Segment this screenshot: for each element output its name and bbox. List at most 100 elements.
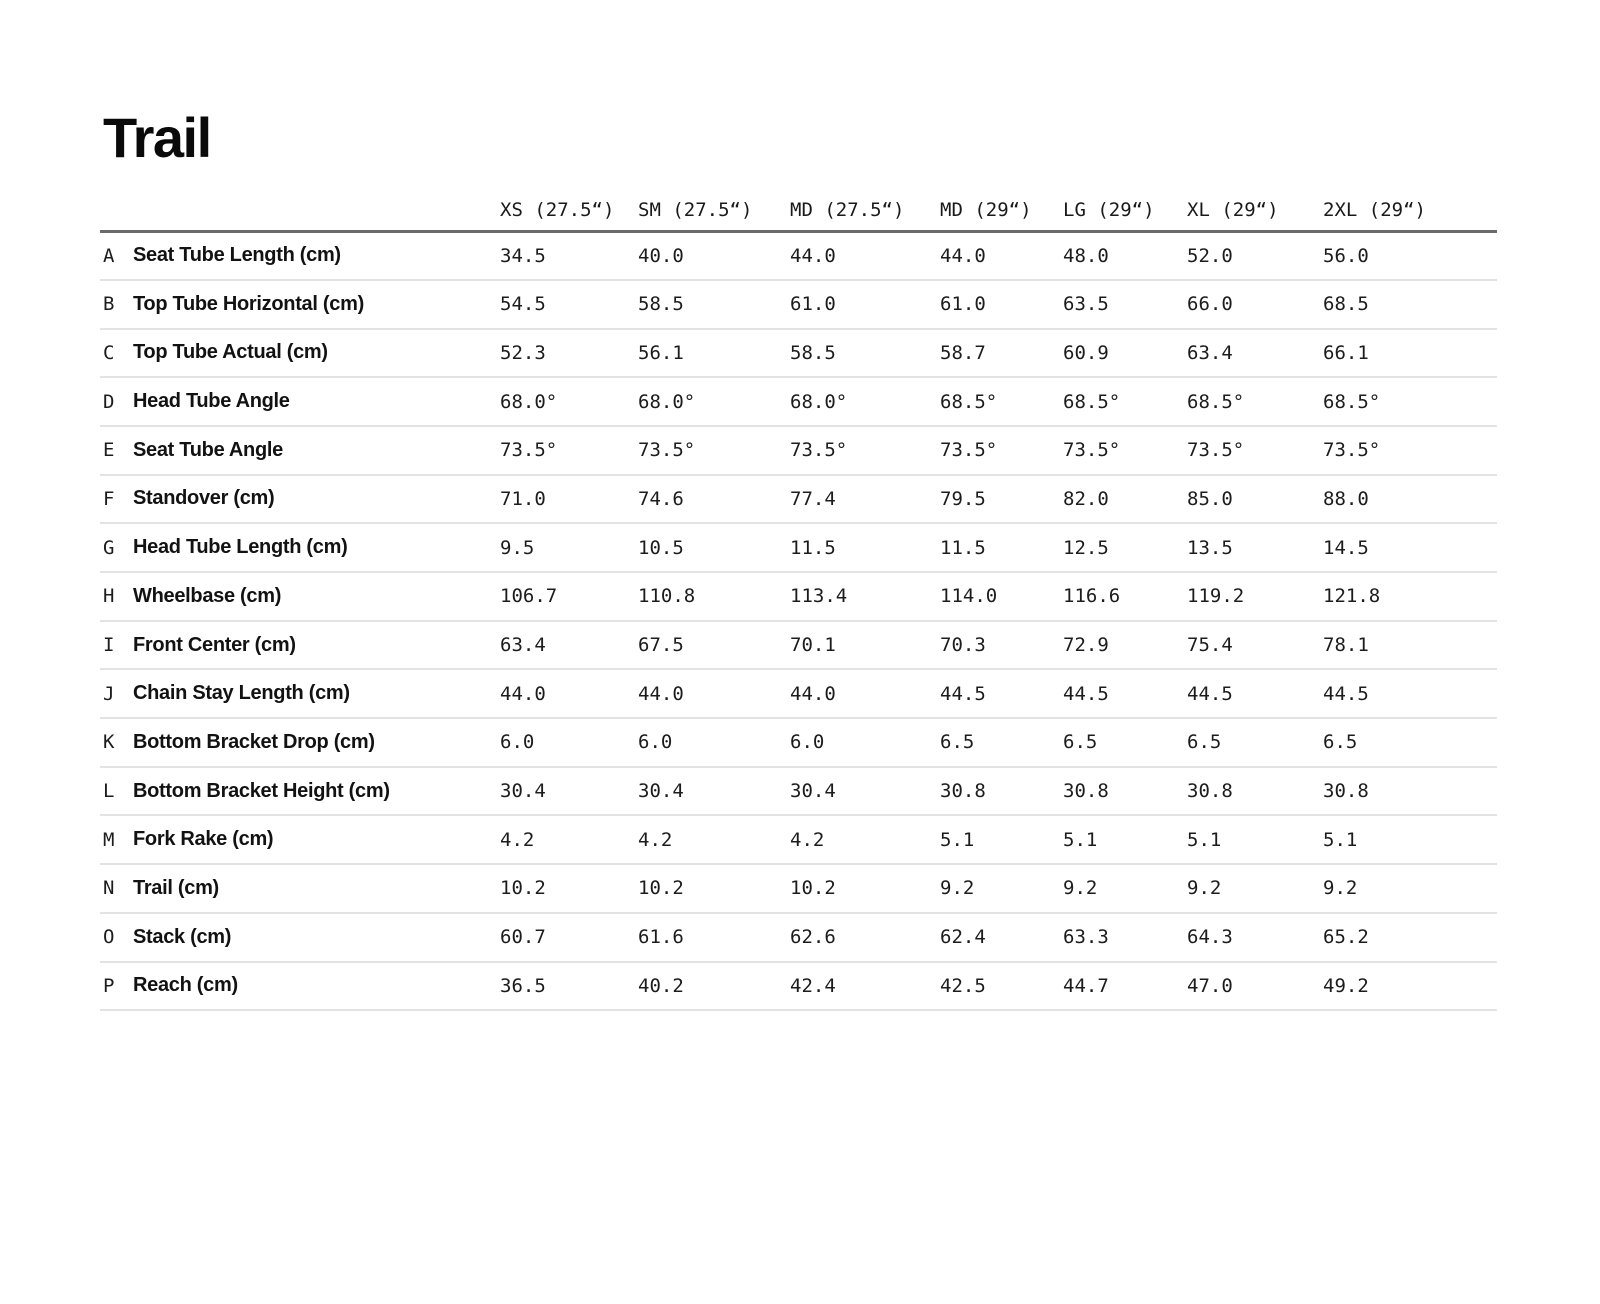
table-row: K Bottom Bracket Drop (cm) 6.0 6.0 6.0 6… bbox=[100, 718, 1497, 768]
geometry-value: 12.5 bbox=[1063, 523, 1187, 573]
geometry-value: 13.5 bbox=[1187, 523, 1323, 573]
geometry-value: 5.1 bbox=[1187, 815, 1323, 866]
geometry-value: 79.5 bbox=[940, 474, 1063, 525]
geometry-value: 70.1 bbox=[790, 620, 940, 671]
size-column-header: SM (27.5“) bbox=[638, 171, 790, 233]
row-letter: L bbox=[100, 766, 133, 817]
table-row: M Fork Rake (cm) 4.2 4.2 4.2 5.1 5.1 5.1… bbox=[100, 815, 1497, 866]
geometry-value: 30.8 bbox=[1063, 766, 1187, 817]
geometry-value: 77.4 bbox=[790, 474, 940, 525]
geometry-value: 56.0 bbox=[1323, 231, 1497, 281]
geometry-value: 114.0 bbox=[940, 572, 1063, 622]
row-label: Bottom Bracket Height (cm) bbox=[133, 766, 500, 817]
table-row: B Top Tube Horizontal (cm) 54.5 58.5 61.… bbox=[100, 279, 1497, 330]
table-row: C Top Tube Actual (cm) 52.3 56.1 58.5 58… bbox=[100, 328, 1497, 379]
geometry-value: 44.7 bbox=[1063, 961, 1187, 1012]
geometry-value: 58.5 bbox=[790, 328, 940, 379]
geometry-value: 44.0 bbox=[790, 231, 940, 281]
geometry-value: 54.5 bbox=[500, 279, 638, 330]
geometry-value: 60.9 bbox=[1063, 328, 1187, 379]
row-label: Head Tube Length (cm) bbox=[133, 523, 500, 573]
row-label: Standover (cm) bbox=[133, 474, 500, 525]
size-column-header: 2XL (29“) bbox=[1323, 171, 1497, 233]
table-row: F Standover (cm) 71.0 74.6 77.4 79.5 82.… bbox=[100, 474, 1497, 525]
geometry-value: 6.5 bbox=[1187, 718, 1323, 768]
geometry-value: 88.0 bbox=[1323, 474, 1497, 525]
row-letter: O bbox=[100, 912, 133, 963]
geometry-value: 44.0 bbox=[500, 669, 638, 720]
geometry-value: 44.5 bbox=[1063, 669, 1187, 720]
geometry-value: 68.0° bbox=[638, 377, 790, 427]
geometry-value: 121.8 bbox=[1323, 572, 1497, 622]
row-label: Fork Rake (cm) bbox=[133, 815, 500, 866]
geometry-value: 66.0 bbox=[1187, 279, 1323, 330]
row-label: Trail (cm) bbox=[133, 864, 500, 914]
geometry-value: 34.5 bbox=[500, 231, 638, 281]
geometry-value: 58.7 bbox=[940, 328, 1063, 379]
geometry-value: 68.0° bbox=[500, 377, 638, 427]
geometry-value: 75.4 bbox=[1187, 620, 1323, 671]
geometry-value: 70.3 bbox=[940, 620, 1063, 671]
table-row: L Bottom Bracket Height (cm) 30.4 30.4 3… bbox=[100, 766, 1497, 817]
geometry-value: 6.5 bbox=[1323, 718, 1497, 768]
geometry-value: 63.3 bbox=[1063, 912, 1187, 963]
table-row: P Reach (cm) 36.5 40.2 42.4 42.5 44.7 47… bbox=[100, 961, 1497, 1012]
table-row: N Trail (cm) 10.2 10.2 10.2 9.2 9.2 9.2 … bbox=[100, 864, 1497, 914]
geometry-value: 10.2 bbox=[500, 864, 638, 914]
geometry-value: 30.8 bbox=[1187, 766, 1323, 817]
geometry-value: 61.0 bbox=[940, 279, 1063, 330]
geometry-table-header: XS (27.5“) SM (27.5“) MD (27.5“) MD (29“… bbox=[100, 171, 1497, 233]
row-label: Stack (cm) bbox=[133, 912, 500, 963]
geometry-value: 6.0 bbox=[790, 718, 940, 768]
geometry-value: 40.2 bbox=[638, 961, 790, 1012]
geometry-value: 42.4 bbox=[790, 961, 940, 1012]
geometry-value: 73.5° bbox=[790, 425, 940, 476]
geometry-value: 63.5 bbox=[1063, 279, 1187, 330]
row-letter: D bbox=[100, 377, 133, 427]
geometry-value: 30.8 bbox=[940, 766, 1063, 817]
row-letter: K bbox=[100, 718, 133, 768]
header-letter-spacer bbox=[100, 171, 133, 233]
row-label: Head Tube Angle bbox=[133, 377, 500, 427]
geometry-value: 119.2 bbox=[1187, 572, 1323, 622]
geometry-value: 60.7 bbox=[500, 912, 638, 963]
geometry-value: 68.0° bbox=[790, 377, 940, 427]
geometry-value: 30.4 bbox=[500, 766, 638, 817]
geometry-value: 44.0 bbox=[638, 669, 790, 720]
geometry-value: 9.5 bbox=[500, 523, 638, 573]
row-letter: H bbox=[100, 572, 133, 622]
geometry-value: 48.0 bbox=[1063, 231, 1187, 281]
table-row: D Head Tube Angle 68.0° 68.0° 68.0° 68.5… bbox=[100, 377, 1497, 427]
row-letter: I bbox=[100, 620, 133, 671]
header-label-spacer bbox=[133, 171, 500, 233]
geometry-value: 14.5 bbox=[1323, 523, 1497, 573]
row-label: Seat Tube Length (cm) bbox=[133, 231, 500, 281]
geometry-value: 30.4 bbox=[638, 766, 790, 817]
geometry-value: 10.5 bbox=[638, 523, 790, 573]
geometry-value: 6.0 bbox=[500, 718, 638, 768]
geometry-value: 4.2 bbox=[638, 815, 790, 866]
geometry-value: 68.5° bbox=[1187, 377, 1323, 427]
row-letter: G bbox=[100, 523, 133, 573]
row-letter: E bbox=[100, 425, 133, 476]
geometry-value: 78.1 bbox=[1323, 620, 1497, 671]
row-label: Wheelbase (cm) bbox=[133, 572, 500, 622]
geometry-value: 74.6 bbox=[638, 474, 790, 525]
geometry-value: 5.1 bbox=[940, 815, 1063, 866]
geometry-value: 106.7 bbox=[500, 572, 638, 622]
geometry-value: 10.2 bbox=[790, 864, 940, 914]
geometry-value: 9.2 bbox=[940, 864, 1063, 914]
geometry-value: 9.2 bbox=[1187, 864, 1323, 914]
table-row: A Seat Tube Length (cm) 34.5 40.0 44.0 4… bbox=[100, 231, 1497, 281]
geometry-value: 42.5 bbox=[940, 961, 1063, 1012]
geometry-value: 66.1 bbox=[1323, 328, 1497, 379]
geometry-value: 30.4 bbox=[790, 766, 940, 817]
geometry-value: 58.5 bbox=[638, 279, 790, 330]
geometry-value: 85.0 bbox=[1187, 474, 1323, 525]
geometry-value: 68.5° bbox=[1323, 377, 1497, 427]
geometry-value: 9.2 bbox=[1323, 864, 1497, 914]
geometry-value: 62.4 bbox=[940, 912, 1063, 963]
row-letter: F bbox=[100, 474, 133, 525]
geometry-value: 44.5 bbox=[940, 669, 1063, 720]
geometry-value: 73.5° bbox=[1063, 425, 1187, 476]
